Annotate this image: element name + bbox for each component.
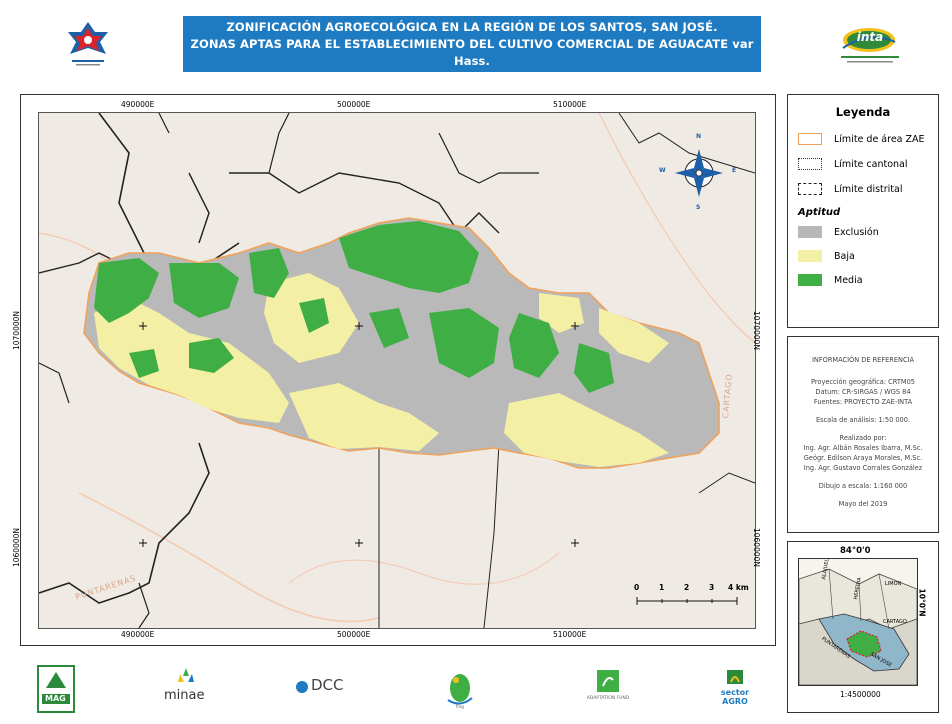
compass-e: E bbox=[732, 167, 737, 174]
inta-logo-text: inta bbox=[856, 30, 884, 44]
cantonal-limit-swatch bbox=[798, 158, 822, 170]
reference-panel: INFORMACIÓN DE REFERENCIA Proyección geo… bbox=[787, 336, 939, 533]
compass-n: N bbox=[696, 133, 702, 140]
zae-media-zone-4 bbox=[339, 221, 479, 293]
zae-media-zone-9 bbox=[574, 343, 614, 393]
zae-media-zone-7 bbox=[189, 338, 234, 373]
footer-logo-dcc: DCC bbox=[295, 676, 365, 702]
legend-label-media: Media bbox=[834, 274, 863, 286]
reference-dibujo: Dibujo a escala: 1:160 000 bbox=[818, 482, 908, 490]
scale-tick-3: 3 bbox=[709, 583, 715, 592]
map-area: N S E W 0 1 2 3 4 km CARTAGO PUNTARENAS bbox=[38, 112, 756, 629]
legend-aptitud-title: Aptitud bbox=[798, 207, 841, 218]
legend-label-zae: Límite de área ZAE bbox=[834, 133, 925, 145]
header-left-logo bbox=[60, 18, 116, 70]
coord-top-2: 500000E bbox=[337, 100, 371, 109]
zae-media-zone-10 bbox=[129, 349, 159, 378]
zae-media-zone-11 bbox=[369, 308, 409, 348]
zae-limit-swatch bbox=[798, 133, 822, 145]
title-line-2: ZONAS APTAS PARA EL ESTABLECIMIENTO DEL … bbox=[190, 36, 754, 68]
zae-baja-zone-6 bbox=[539, 293, 584, 333]
reference-realizado: Realizado por: bbox=[839, 434, 887, 442]
zae-media-zone-8 bbox=[299, 298, 329, 333]
reference-proyeccion: Proyección geográfica: CRTM05 bbox=[811, 378, 915, 386]
reference-autor-1: Ing. Agr. Albán Rosales Ibarra, M.Sc. bbox=[803, 444, 923, 452]
legend-item-exclusion: Exclusión bbox=[798, 226, 938, 238]
distrital-limit-swatch bbox=[798, 183, 822, 195]
legend-panel: Leyenda Límite de área ZAE Límite canton… bbox=[787, 94, 939, 328]
coord-top-3: 510000E bbox=[553, 100, 587, 109]
legend-label-exclusion: Exclusión bbox=[834, 226, 879, 238]
reference-autor-2: Geógr. Edilson Araya Morales, M.Sc. bbox=[803, 454, 923, 462]
zae-media-zone-5 bbox=[429, 308, 499, 378]
map-canvas bbox=[39, 113, 755, 628]
inset-bottom-label: 1:4500000 bbox=[840, 690, 881, 699]
inset-label-limon: LIMON bbox=[885, 581, 902, 587]
map-title: ZONIFICACIÓN AGROECOLÓGICA EN LA REGIÓN … bbox=[183, 16, 761, 72]
exclusion-swatch bbox=[798, 226, 822, 238]
scale-tick-0: 0 bbox=[634, 583, 640, 592]
footer-logo-minae: minae bbox=[162, 666, 222, 710]
star-emblem-icon bbox=[68, 22, 108, 66]
scale-bar-graphic bbox=[636, 597, 738, 605]
compass-s: S bbox=[696, 204, 701, 211]
footer-logo-minae-text: minae bbox=[164, 688, 205, 703]
legend-label-distrital: Límite distrital bbox=[834, 183, 903, 195]
inset-panel: 84°0'0 ALAJUELA HEREDIA LIMON CARTAGO SA… bbox=[787, 541, 939, 713]
legend-item-cantonal: Límite cantonal bbox=[798, 158, 938, 170]
footer-logo-frog: frog bbox=[440, 668, 480, 712]
zae-media-zone-2 bbox=[169, 263, 239, 318]
zae-baja-zone-5 bbox=[599, 308, 669, 363]
coord-bottom-1: 490000E bbox=[121, 630, 155, 639]
footer-logo-frog-text: frog bbox=[456, 704, 464, 709]
grid-crosses bbox=[139, 322, 579, 547]
footer-logo-sector-agro-text: sector AGRO bbox=[720, 688, 750, 706]
inset-label-cartago: CARTAGO bbox=[883, 619, 907, 625]
legend-title: Leyenda bbox=[835, 105, 891, 119]
legend-item-distrital: Límite distrital bbox=[798, 183, 938, 195]
reference-fecha: Mayo del 2019 bbox=[838, 500, 888, 508]
coord-left-1: 1070000N bbox=[12, 310, 22, 351]
legend-label-cantonal: Límite cantonal bbox=[834, 158, 908, 170]
legend-item-baja: Baja bbox=[798, 250, 938, 262]
baja-swatch bbox=[798, 250, 822, 262]
coord-bottom-3: 510000E bbox=[553, 630, 587, 639]
reference-fuentes: Fuentes: PROYECTO ZAE-INTA bbox=[813, 398, 913, 406]
inset-right-label: 10°0'N bbox=[917, 588, 927, 617]
zae-media-zone-3 bbox=[249, 248, 289, 298]
footer-logo-sector-agro: sector AGRO bbox=[715, 668, 755, 714]
coord-right-1: 1070000N bbox=[752, 310, 762, 351]
reference-escala: Escala de análisis: 1:50 000. bbox=[815, 416, 911, 424]
coord-right-2: 1060000N bbox=[752, 527, 762, 568]
legend-item-media: Media bbox=[798, 274, 938, 286]
reference-datum: Datum: CR-SIRGAS / WGS 84 bbox=[815, 388, 911, 396]
zae-media-zone-1 bbox=[94, 258, 159, 323]
scale-tick-2: 2 bbox=[684, 583, 690, 592]
footer-logo-mag-text: MAG bbox=[45, 694, 66, 703]
scale-tick-1: 1 bbox=[659, 583, 665, 592]
reference-title: INFORMACIÓN DE REFERENCIA bbox=[811, 356, 915, 364]
media-swatch bbox=[798, 274, 822, 286]
legend-item-zae: Límite de área ZAE bbox=[798, 133, 938, 145]
footer-logo-adaptation-text: ADAPTATION FUND bbox=[586, 696, 630, 701]
title-line-1: ZONIFICACIÓN AGROECOLÓGICA EN LA REGIÓN … bbox=[226, 19, 718, 34]
zae-media-zone-6 bbox=[509, 313, 559, 378]
footer-logo-dcc-text: DCC bbox=[311, 676, 344, 694]
coord-bottom-2: 500000E bbox=[337, 630, 371, 639]
legend-label-baja: Baja bbox=[834, 250, 855, 262]
scale-tick-4: 4 km bbox=[728, 583, 749, 592]
compass-w: W bbox=[659, 167, 666, 174]
inset-top-label: 84°0'0 bbox=[840, 546, 871, 556]
coord-left-2: 1060000N bbox=[12, 527, 22, 568]
coord-top-1: 490000E bbox=[121, 100, 155, 109]
footer-logo-mag: MAG bbox=[36, 664, 76, 714]
compass-rose-icon bbox=[675, 149, 723, 197]
inset-map: ALAJUELA HEREDIA LIMON CARTAGO SAN JOSE … bbox=[798, 558, 918, 686]
header-right-logo: inta bbox=[835, 22, 905, 68]
zae-baja-zone-4 bbox=[504, 393, 669, 467]
footer-logo-adaptation: ADAPTATION FUND bbox=[580, 670, 636, 714]
reference-autor-3: Ing. Agr. Gustavo Corrales González bbox=[803, 464, 923, 472]
zae-baja-zone-3 bbox=[289, 383, 439, 451]
